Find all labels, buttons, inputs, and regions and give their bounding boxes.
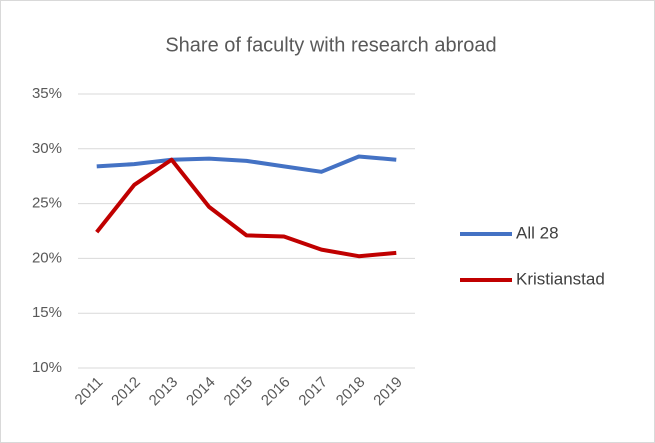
y-tick-label: 15% bbox=[32, 304, 62, 321]
y-tick-label: 30% bbox=[32, 140, 62, 157]
series-line bbox=[95, 157, 397, 259]
y-tick-label: 35% bbox=[32, 85, 62, 102]
y-tick-label: 10% bbox=[32, 359, 62, 376]
series-line bbox=[96, 154, 397, 174]
y-tick-label: 20% bbox=[32, 249, 62, 266]
y-tick-label: 25% bbox=[32, 195, 62, 212]
legend-label: All 28 bbox=[516, 223, 559, 242]
legend-label: Kristianstad bbox=[516, 269, 605, 288]
chart-title: Share of faculty with research abroad bbox=[165, 34, 496, 56]
